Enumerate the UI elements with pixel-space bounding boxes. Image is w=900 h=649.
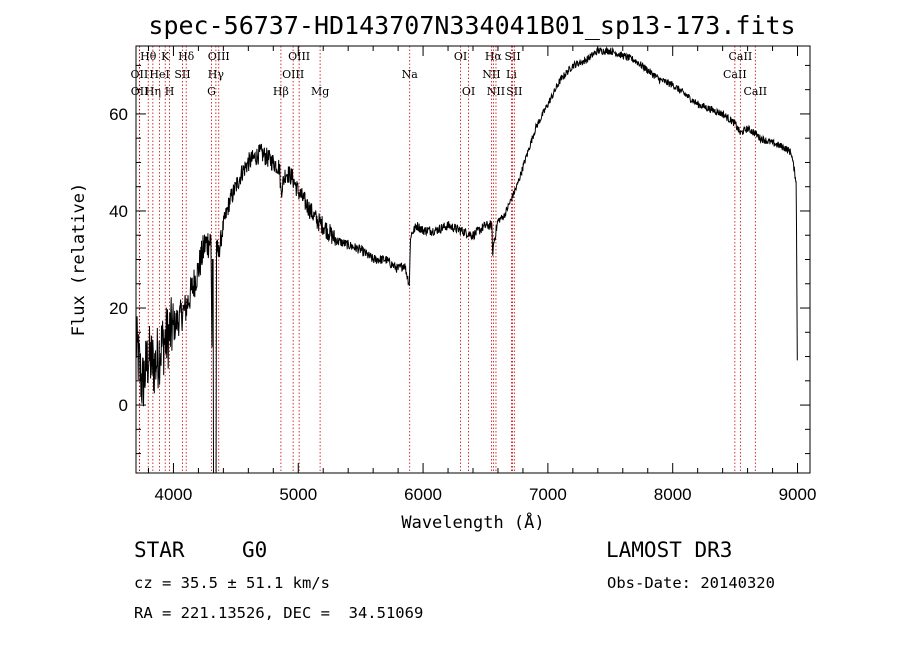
spectral-line-label: CaII [743, 85, 767, 98]
axis-ticks: 4000 5000 6000 7000 8000 9000 0 20 40 60 [109, 46, 816, 504]
spectrum-line [135, 46, 798, 474]
spectral-line-label: SII [506, 85, 522, 98]
x-tick-label: 6000 [404, 485, 442, 504]
spectral-line-label: G [207, 85, 216, 98]
y-axis-label: Flux (relative) [69, 183, 89, 337]
spectral-line-label: Hη [145, 85, 161, 98]
x-tick-label: 4000 [155, 485, 193, 504]
spectral-line-label: Hδ [178, 50, 195, 63]
chart-title: spec-56737-HD143707N334041B01_sp13-173.f… [148, 11, 795, 40]
spectral-line-label: SII [504, 50, 520, 63]
spectral-line-label: HeI [149, 68, 169, 81]
spectral-line-label: OIII [208, 50, 230, 63]
spectral-line-label: OII [131, 85, 149, 98]
spectral-line-label: NII [487, 85, 505, 98]
spectral-line-label: OIII [282, 68, 304, 81]
spectral-line-label: K [161, 50, 170, 63]
spectral-line-label: Hα [485, 50, 503, 63]
object-subclass: G0 [242, 538, 268, 562]
spectral-line-label: CaII [723, 68, 747, 81]
spectral-line-label: NII [482, 68, 500, 81]
observation-date: Obs-Date: 20140320 [607, 574, 775, 592]
spectral-line-label: OIII [288, 50, 310, 63]
x-axis-label: Wavelength (Å) [401, 511, 544, 533]
spectral-line-label: OI [454, 50, 467, 63]
x-tick-label: 8000 [654, 485, 692, 504]
spectral-line-label: OI [462, 85, 475, 98]
spectral-line-label: Hγ [208, 68, 225, 81]
spectral-line-label: Li [506, 68, 517, 81]
x-tick-label: 5000 [279, 485, 317, 504]
y-tick-label: 40 [109, 202, 128, 221]
spectral-line-label: Na [402, 68, 419, 81]
spectral-line-label: CaII [729, 50, 753, 63]
spectral-line-label: Hθ [140, 50, 157, 63]
redshift-value: cz = 35.5 ± 51.1 km/s [134, 574, 330, 592]
y-tick-label: 20 [109, 299, 128, 318]
coordinates: RA = 221.13526, DEC = 34.51069 [134, 604, 424, 622]
spectral-line-label: Mg [311, 85, 329, 98]
survey-name: LAMOST DR3 [606, 538, 733, 562]
spectral-line-label: Hβ [273, 85, 289, 98]
spectral-line-label: H [165, 85, 175, 98]
spectral-line-label: SII [174, 68, 190, 81]
y-tick-label: 0 [119, 396, 128, 415]
x-tick-label: 7000 [529, 485, 567, 504]
object-class: STAR [134, 538, 185, 562]
x-tick-label: 9000 [779, 485, 817, 504]
y-tick-label: 60 [109, 105, 128, 124]
spectrum-series [135, 46, 798, 474]
